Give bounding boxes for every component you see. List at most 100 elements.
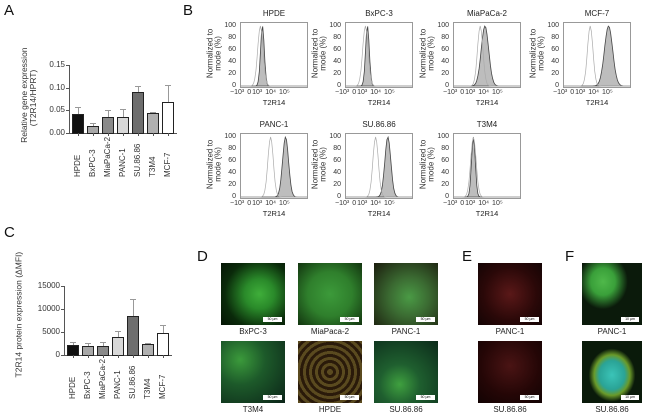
micrograph-caption: SU.86.86 — [595, 405, 629, 414]
y-tick-mark — [66, 133, 69, 134]
y-tick-label: 80 — [228, 145, 236, 152]
x-tick-label: 10³ — [575, 89, 586, 96]
x-tick-label: 10⁵ — [492, 200, 503, 207]
y-tick-label: 0 — [232, 82, 236, 89]
scale-bar: 50 µm — [340, 317, 359, 322]
histogram-curves — [453, 25, 521, 87]
histogram-title: MCF-7 — [584, 9, 610, 18]
error-bar — [168, 85, 169, 103]
micrograph-caption: PANC-1 — [495, 327, 525, 336]
y-tick-label: 20 — [441, 70, 449, 77]
x-tick-label: 0 — [460, 200, 465, 207]
x-tick-label: 0 — [247, 200, 252, 207]
y-tick-label: 60 — [228, 157, 236, 164]
x-axis-label: T2R14 — [262, 209, 286, 218]
error-bar — [73, 341, 74, 346]
scale-bar: 50 µm — [520, 317, 539, 322]
y-tick-label: 0.05 — [49, 105, 65, 115]
y-tick-label: 20 — [228, 181, 236, 188]
y-tick-label: 80 — [441, 145, 449, 152]
error-bar — [78, 106, 79, 114]
micrograph-caption: SU.86.86 — [389, 405, 423, 414]
flow-cytometry-histograms: HPDE 0 20 40 60 80 100 Normalized to mode (%) −1… — [206, 9, 631, 218]
y-tick-label: 100 — [224, 22, 236, 29]
histogram-plot-area — [453, 133, 521, 199]
x-tick-label: 0 — [460, 89, 465, 96]
error-bar — [103, 341, 104, 347]
fluorescence-image: 50 µm — [298, 341, 362, 403]
x-tick-mark — [153, 133, 154, 136]
x-tick-labels: −10³ 010³ 10⁴ 10⁵ — [335, 200, 417, 207]
x-tick-label: 10⁴ — [478, 200, 490, 207]
x-tick-mark — [148, 355, 149, 358]
y-tick-label: 100 — [437, 133, 449, 140]
fluorescence-image: 50 µm — [478, 341, 542, 403]
scale-bar: 50 µm — [263, 317, 282, 322]
histogram-title: T3M4 — [476, 120, 498, 129]
micrograph-caption: PANC-1 — [597, 327, 627, 336]
fluorescence-image: 10 µm — [582, 341, 642, 403]
panel-label-e: E — [462, 248, 473, 265]
panel-label-b: B — [183, 2, 194, 19]
y-tick-label: 5000 — [42, 327, 60, 336]
histogram-plot-area — [563, 22, 631, 88]
fluorescence-image: 50 µm — [374, 263, 438, 325]
y-tick-label: 100 — [329, 22, 341, 29]
histogram-plot-area — [345, 133, 413, 199]
histogram-title: MiaPaCa-2 — [466, 9, 507, 18]
micrograph-caption: PANC-1 — [391, 327, 421, 336]
scale-bar: 50 µm — [340, 395, 359, 400]
scale-bar: 50 µm — [416, 395, 435, 400]
micrograph-caption: SU.86.86 — [493, 405, 527, 414]
micrograph-caption: BxPC-3 — [239, 327, 267, 336]
y-tick-label: 80 — [333, 145, 341, 152]
y-axis — [69, 65, 70, 133]
panel-label-c: C — [4, 224, 15, 241]
histogram-curves — [345, 135, 413, 198]
error-bar-cap — [145, 342, 151, 344]
y-tick-label: 0 — [55, 350, 60, 359]
error-bar-cap — [160, 324, 166, 326]
x-tick-label: 0 — [352, 200, 357, 207]
y-tick-mark — [61, 332, 64, 333]
x-axis-label: T2R14 — [262, 98, 286, 107]
x-tick-label: −10³ — [443, 200, 458, 207]
y-tick-label: 0 — [445, 193, 449, 200]
fluorescence-image: 50 µm — [478, 263, 542, 325]
error-bar — [118, 331, 119, 337]
fluorescence-image: 50 µm — [221, 341, 285, 403]
histogram-curves — [240, 135, 308, 198]
x-tick-label: 10³ — [252, 89, 263, 96]
x-tick-label: −10³ — [553, 89, 568, 96]
scale-bar: 50 µm — [416, 317, 435, 322]
histogram-title: SU.86.86 — [362, 120, 396, 129]
x-tick-label: 10³ — [357, 200, 368, 207]
error-bar-cap — [165, 85, 171, 87]
x-tick-label: −10³ — [335, 200, 350, 207]
x-tick-mark — [163, 355, 164, 358]
panel-label-a: A — [4, 2, 15, 19]
scale-bar: 50 µm — [520, 395, 539, 400]
y-tick-label: 0 — [232, 193, 236, 200]
y-tick-label: 0 — [337, 193, 341, 200]
protein-expression-bar-chart: T2R14 protein expression (ΔMFI) 0 5000 100… — [0, 0, 190, 416]
y-tick-mark — [61, 309, 64, 310]
error-bar-cap — [100, 341, 106, 343]
gene-expression-bar-chart: Relative gene expression (T2R14/HPRT) 0.… — [0, 0, 190, 220]
histogram-curves — [240, 25, 308, 87]
error-bar — [93, 123, 94, 126]
micrograph-caption: HPDE — [318, 405, 342, 414]
x-tick-mark — [108, 133, 109, 136]
x-tick-label: 10³ — [357, 89, 368, 96]
fluorescence-image: 50 µm — [374, 341, 438, 403]
y-tick-label: 10000 — [37, 304, 60, 313]
y-tick-label: 60 — [441, 157, 449, 164]
x-tick-mark — [168, 133, 169, 136]
fluorescence-image: 50 µm — [221, 263, 285, 325]
fluorescence-image: 50 µm — [298, 263, 362, 325]
x-tick-label: 10³ — [465, 89, 476, 96]
error-bar — [133, 298, 134, 316]
error-bar — [88, 342, 89, 347]
x-tick-label: −10³ — [335, 89, 350, 96]
